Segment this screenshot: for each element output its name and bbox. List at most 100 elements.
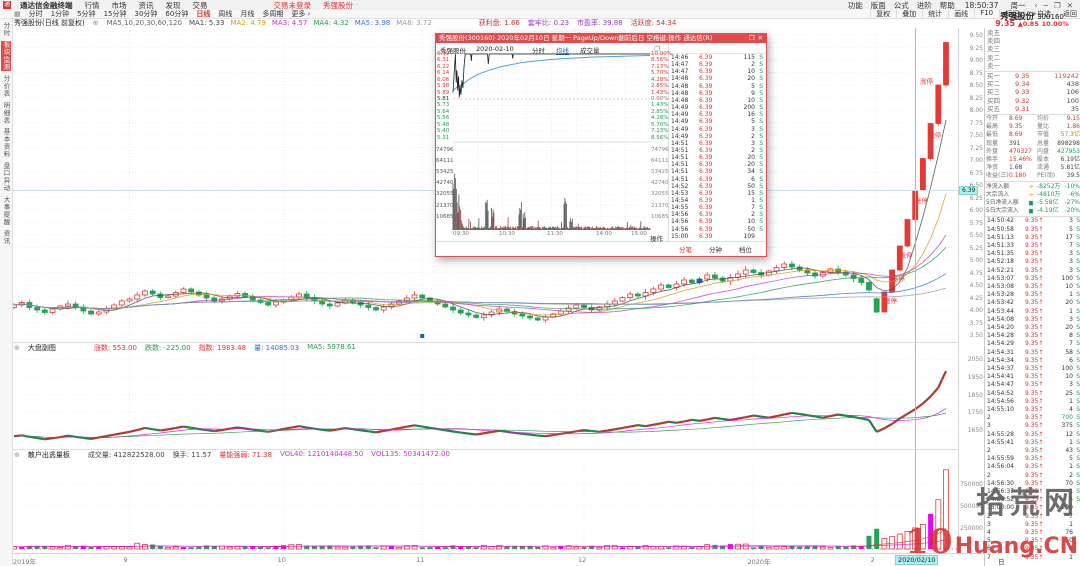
panel3-expand-icon[interactable]: ⊕: [14, 450, 20, 459]
popup-pct-label: 7.13%: [651, 63, 669, 70]
menu-item-1[interactable]: 市场: [111, 0, 127, 10]
toolbar-button-叠加[interactable]: 叠加: [896, 9, 916, 19]
period-tab-30分钟[interactable]: 30分钟: [134, 10, 158, 18]
tick-side: S: [1076, 447, 1080, 454]
axis-label: 9.25: [969, 44, 983, 52]
toolbar-button-复权[interactable]: 复权: [870, 9, 890, 19]
popup-time-label: 10:30: [499, 231, 515, 237]
left-tab-资讯[interactable]: 资讯: [2, 230, 10, 245]
tick-row: 14:53:07 9.35↑ 100 S: [985, 275, 1080, 283]
right-menu-item-4[interactable]: 帮助: [939, 0, 955, 10]
popup-tick-time: 14:56: [671, 211, 689, 219]
popup-tick-price: 6.39: [699, 54, 713, 61]
tick-row: 14:55:10 9.35↑ 4 S: [985, 406, 1080, 414]
popup-corner-icon[interactable]: ❐: [654, 45, 660, 53]
period-tab-5分钟[interactable]: 5分钟: [77, 10, 96, 18]
popup-link-均线[interactable]: 均线: [556, 47, 569, 55]
expand-icon[interactable]: ⊕: [92, 19, 99, 27]
period-label: 日线: [998, 558, 1005, 566]
flow-icon: ▆: [1029, 200, 1033, 206]
toolbar-button-F10[interactable]: F10: [974, 9, 993, 19]
active-stock-tab[interactable]: 秀强股份: [323, 0, 353, 10]
tick-price: 9.35↑: [1025, 315, 1044, 323]
popup-tick-side: S: [759, 82, 763, 90]
right-menu-item-3[interactable]: 进阶: [916, 0, 932, 10]
popup-link-成交量[interactable]: 成交量: [580, 47, 600, 55]
close-icon[interactable]: ✕: [1066, 0, 1073, 10]
panel2-expand-icon[interactable]: ⊕: [14, 343, 20, 352]
popup-link-分时[interactable]: 分时: [532, 47, 545, 55]
toolbar-button-+自选[interactable]: +自选: [1025, 9, 1051, 19]
popup-tick-list[interactable]: 14:46 6.39 115 S 14:47 6.39 2 S 14:47 6.39 10 S 14:4…: [669, 54, 765, 240]
left-tab-分价表[interactable]: 分价表: [2, 75, 10, 98]
popup-tick-row: 14:48 6.39 9 S: [669, 90, 765, 97]
popup-price-label: 5.31: [437, 134, 450, 141]
stat-row-6: 净资 1.68 流通 5.81亿: [985, 164, 1080, 172]
period-tab-多周期[interactable]: 多周期: [262, 10, 284, 18]
popup-tick-volume: 2: [751, 146, 755, 154]
period-tab-1分钟[interactable]: 1分钟: [50, 10, 70, 18]
period-tab-60分钟[interactable]: 60分钟: [165, 10, 189, 18]
stat-label-1: 净资: [986, 164, 999, 172]
stat-label-1: 外盘: [986, 147, 999, 155]
toolbar-button-标记[interactable]: 标记: [999, 9, 1019, 19]
ma-value-4: MA5: 3.98: [354, 19, 391, 27]
axis-label: 3.50: [969, 332, 983, 339]
toolbar-button-统计[interactable]: 统计: [922, 9, 942, 19]
left-tab-分时[interactable]: 分时: [2, 22, 10, 37]
left-tab-明细表[interactable]: 明细表: [2, 101, 10, 125]
maximize-icon[interactable]: ❐: [1053, 0, 1061, 10]
login-status[interactable]: 交易未登录: [273, 0, 312, 10]
minimize-icon[interactable]: ─: [1043, 0, 1048, 10]
axis-label: 4.50: [969, 282, 983, 289]
popup-tick-price: 6.39: [699, 211, 713, 219]
grid-icon[interactable]: ▦: [14, 10, 21, 18]
intraday-chart[interactable]: [452, 53, 651, 231]
toolbar-button-画线[interactable]: 画线: [948, 9, 968, 19]
tick-time: 14:53:44: [987, 307, 1014, 315]
bid-row-5: 买五 9.31 35: [985, 105, 1080, 113]
popup-tick-volume: 3: [751, 125, 755, 133]
period-tab-日线[interactable]: 日线: [196, 10, 211, 18]
tick-volume: 43: [1065, 447, 1073, 454]
period-tab-分时[interactable]: 分时: [28, 10, 43, 18]
menu-item-4[interactable]: 交易: [192, 0, 208, 10]
flow-value: -4810万: [1037, 190, 1061, 198]
toolbar-button-返回[interactable]: 返回: [1057, 9, 1077, 19]
left-tab-盘口异动[interactable]: 盘口异动: [2, 162, 10, 192]
tick-time: 14:54:31: [987, 348, 1014, 356]
left-tab-基本资料[interactable]: 基本资料: [2, 128, 10, 158]
stat-label-2: 市值: [1037, 131, 1050, 139]
popup-action-button[interactable]: 操作: [650, 235, 663, 243]
popup-tick-row: 14:52 6.39 50 S: [669, 183, 765, 190]
popup-minimize-icon[interactable]: ❐: [748, 34, 755, 42]
window-controls: ‹ ─ ❐ ✕: [1031, 1, 1076, 10]
intraday-popup-window[interactable]: 秀强股份(300160) 2020年02月10日 星期一 PageUp/Down…: [435, 33, 767, 257]
popup-title-bar[interactable]: 秀强股份(300160) 2020年02月10日 星期一 PageUp/Down…: [436, 34, 766, 43]
tick-side: S: [1076, 381, 1080, 389]
index-overlay-chart[interactable]: [0, 352, 958, 448]
back-icon[interactable]: ‹: [1034, 0, 1038, 10]
tick-time: 14:50:58: [987, 225, 1014, 233]
menu-item-0[interactable]: 行情: [84, 0, 100, 10]
period-tab-月线[interactable]: 月线: [240, 10, 255, 18]
popup-tab-分笔[interactable]: 分笔: [679, 246, 692, 254]
month-tick-label: 9: [123, 556, 128, 564]
popup-date: 2020-02-10: [476, 45, 514, 53]
menu-item-2[interactable]: 资讯: [138, 0, 154, 10]
right-menu-item-0[interactable]: 功能: [847, 0, 863, 10]
left-tab-大事提醒[interactable]: 大事提醒: [2, 196, 10, 226]
menu-item-3[interactable]: 发现: [165, 0, 181, 10]
right-menu-item-2[interactable]: 公式: [893, 0, 909, 10]
left-tab-板块监测[interactable]: 板块监测: [1, 41, 11, 71]
volume-chart[interactable]: [0, 460, 958, 552]
tick-time: 14:54:47: [987, 381, 1014, 389]
period-tab-更多 ›[interactable]: 更多 ›: [291, 10, 311, 18]
right-menu-item-1[interactable]: 版面: [870, 0, 886, 10]
popup-tab-档位[interactable]: 档位: [739, 246, 752, 254]
period-tab-15分钟[interactable]: 15分钟: [103, 10, 127, 18]
bid-vol: 106: [1066, 88, 1079, 97]
popup-close-icon[interactable]: ✕: [757, 34, 763, 42]
popup-tab-分钟[interactable]: 分钟: [709, 246, 722, 254]
period-tab-周线[interactable]: 周线: [218, 10, 233, 18]
